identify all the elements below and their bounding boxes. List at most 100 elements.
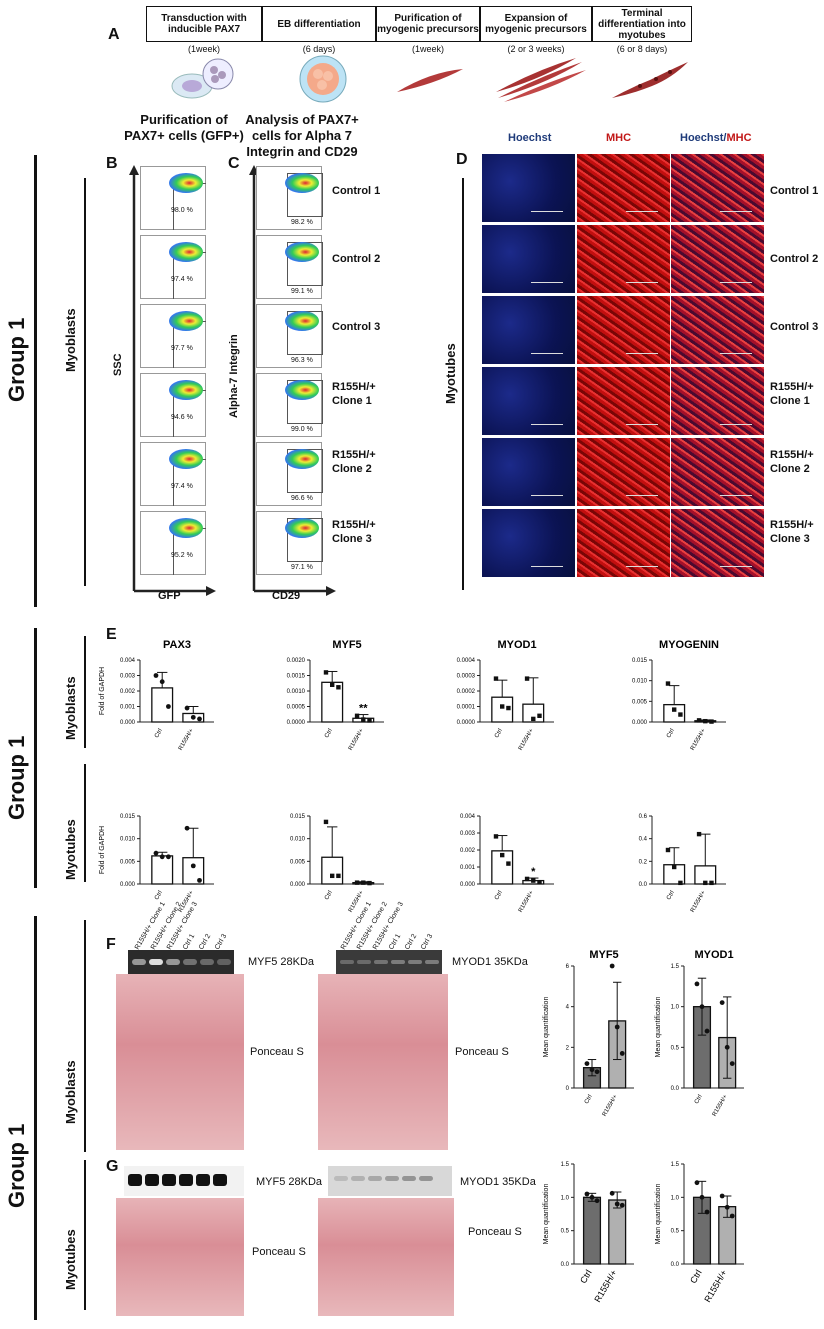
data-point: [589, 1194, 595, 1200]
facs-row-label: R155H/+ Clone 1: [332, 380, 376, 408]
bar: [663, 864, 686, 885]
facs-row-label: R155H/+ Clone 2: [332, 448, 376, 476]
data-point: [614, 1024, 620, 1030]
category-label: R155H/+: [602, 1094, 619, 1118]
facs-plot: 97.4 %: [140, 235, 206, 299]
row-label-line: R155H/+: [332, 381, 376, 393]
significance-marker: *: [531, 866, 536, 878]
y-tick-label: 1.5: [671, 964, 680, 970]
microscopy-image: [671, 367, 764, 435]
scale-bar: [626, 211, 658, 212]
data-point: [367, 718, 372, 723]
facs-population: [169, 242, 203, 262]
step-label: Terminal differentiation into myotubes: [598, 7, 686, 41]
data-point: [619, 1051, 625, 1056]
data-point: [696, 718, 702, 723]
category-label: R155H/+: [712, 1094, 729, 1118]
scale-bar: [626, 282, 658, 283]
data-point: [678, 880, 683, 886]
data-point: [190, 714, 196, 720]
y-tick-label: 0.000: [632, 720, 648, 726]
microscopy-image: [577, 438, 670, 506]
scale-bar: [531, 566, 563, 567]
chart-title: MYOD1: [694, 949, 733, 961]
facs-row-label: R155H/+ Clone 3: [332, 518, 376, 546]
chart-title: MYF5: [589, 949, 618, 961]
bar: [151, 687, 174, 723]
facs-row-label: Control 3: [332, 320, 380, 334]
panel-d-letter: D: [456, 151, 468, 168]
facs-population: [169, 518, 203, 538]
data-point: [336, 873, 341, 879]
data-point: [699, 1194, 705, 1200]
step-box-3: Purification of myogenic precursors: [376, 6, 480, 42]
row-label-line: R155H/+: [770, 519, 814, 531]
row-label-line: R155H/+: [332, 519, 376, 531]
category-label: R155H/+: [348, 728, 365, 752]
y-axis-label: Fold of GAPDH: [99, 826, 106, 874]
myotubes-bar-3: [84, 1160, 86, 1310]
facs-plot: 96.3 %: [256, 304, 323, 368]
data-point: [537, 713, 542, 718]
y-tick-label: 0.0020: [287, 658, 306, 664]
y-tick-label: 0.000: [290, 882, 306, 888]
data-point: [354, 880, 360, 885]
myotubes-label-2: Myotubes: [63, 819, 78, 880]
row-label-line: Control 1: [770, 185, 819, 197]
lane-label: Ctrl 1: [387, 933, 403, 951]
band: [132, 959, 146, 965]
facs-plot: 99.0 %: [256, 373, 323, 437]
y-tick-label: 6: [566, 964, 570, 970]
y-tick-label: 0.0005: [287, 705, 306, 711]
myoblasts-bar-3: [84, 920, 86, 1152]
y-tick-label: 2: [566, 1045, 570, 1051]
row-label-line: Control 3: [770, 321, 819, 333]
ponceau-f1: [116, 974, 244, 1150]
data-point: [672, 707, 677, 712]
y-tick-label: 0.005: [632, 699, 648, 705]
facs-population: [169, 380, 203, 400]
band: [391, 960, 405, 964]
facs-plot: 98.0 %: [140, 166, 206, 230]
facs-population: [285, 173, 319, 193]
myogenic-precursor-icon: [397, 69, 463, 92]
data-point: [330, 682, 335, 687]
scale-bar: [720, 566, 752, 567]
y-tick-label: 0.0: [639, 882, 648, 888]
data-point: [361, 717, 366, 722]
micro-row-label: Control 3: [770, 320, 818, 334]
band: [200, 959, 214, 965]
facs-percentage: 97.4 %: [171, 483, 193, 490]
data-point: [704, 1028, 710, 1034]
y-axis-label: Mean quantification: [655, 1184, 662, 1245]
step-box-2: EB differentiation: [262, 6, 376, 42]
facs-percentage: 96.3 %: [291, 357, 313, 364]
f-ponceau-label-2: Ponceau S: [455, 1046, 509, 1058]
data-point: [694, 981, 700, 987]
facs-percentage: 97.1 %: [291, 564, 313, 571]
data-point: [609, 963, 615, 969]
y-tick-label: 0.000: [120, 882, 136, 888]
category-label: Ctrl: [666, 890, 676, 901]
myotubes-bar-2: [84, 764, 86, 882]
col-merge: Hoechst/MHC: [680, 132, 752, 144]
y-tick-label: 0.010: [632, 679, 648, 685]
category-label: R155H/+: [518, 728, 535, 752]
band: [128, 1174, 142, 1186]
facs-population: [169, 311, 203, 331]
group-bar-2: [34, 628, 37, 888]
myoblasts-label-2: Myoblasts: [63, 676, 78, 740]
facs-population: [285, 311, 319, 331]
y-tick-label: 0.0: [561, 1262, 570, 1268]
microscopy-image: [577, 367, 670, 435]
data-point: [184, 705, 190, 711]
data-point: [724, 1204, 730, 1210]
facs-percentage: 99.1 %: [291, 288, 313, 295]
facs-population: [285, 449, 319, 469]
panel-b-letter: B: [106, 155, 118, 172]
row-label-line: R155H/+: [332, 449, 376, 461]
row-label-line: Clone 2: [770, 463, 810, 475]
facs-percentage: 95.2 %: [171, 552, 193, 559]
y-tick-label: 0.0004: [457, 658, 476, 664]
y-tick-label: 1.5: [671, 1162, 680, 1168]
